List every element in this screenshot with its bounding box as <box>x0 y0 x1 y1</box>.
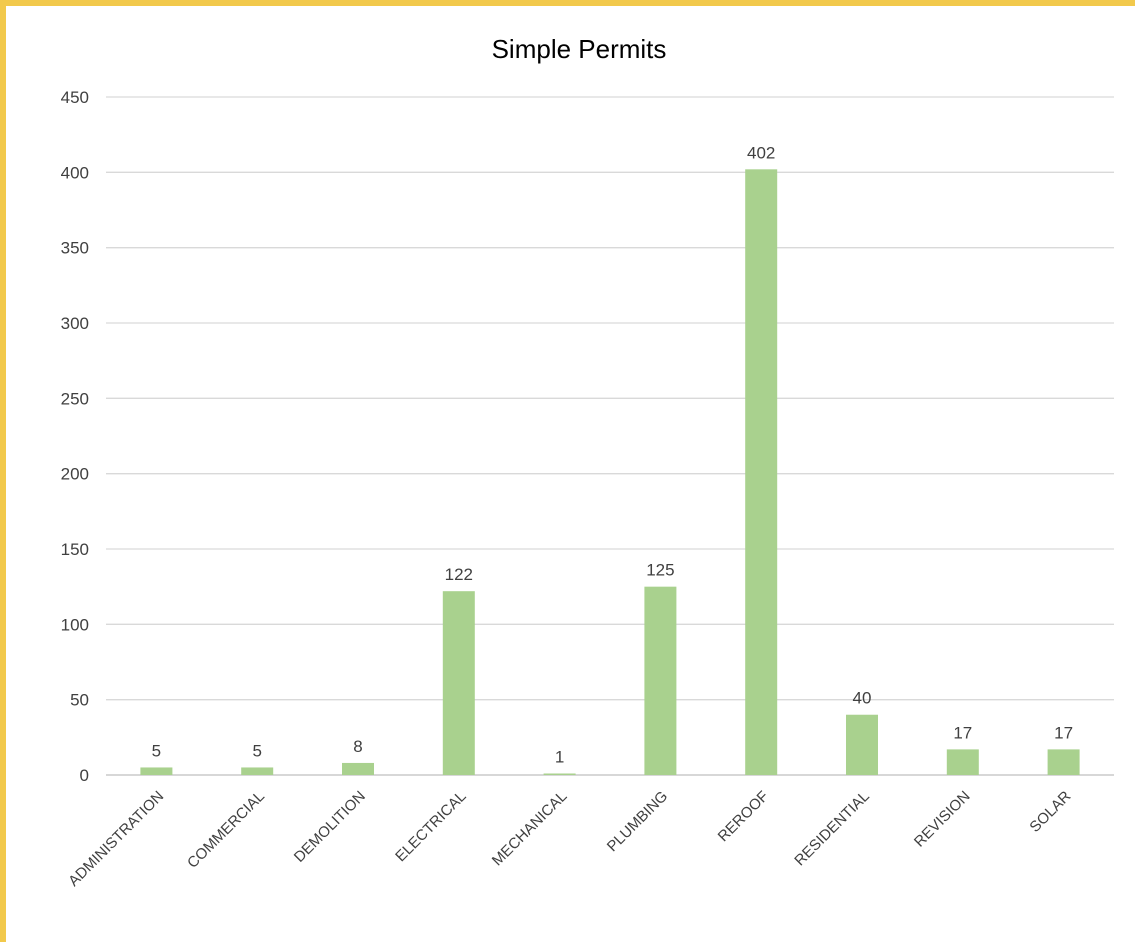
y-tick-label-350: 350 <box>61 239 89 258</box>
category-label-demolition: DEMOLITION <box>291 788 369 866</box>
y-tick-label-150: 150 <box>61 540 89 559</box>
category-label-revision: REVISION <box>911 788 974 851</box>
data-label-revision: 17 <box>953 723 972 742</box>
data-label-mechanical: 1 <box>555 747 564 766</box>
category-label-mechanical: MECHANICAL <box>489 788 571 870</box>
data-label-electrical: 122 <box>445 565 473 584</box>
x-axis-category-labels: ADMINISTRATION COMMERCIAL DEMOLITION ELECTR… <box>65 788 1074 890</box>
bar-demolition <box>342 762 374 775</box>
category-label-administration: ADMINISTRATION <box>65 788 167 890</box>
data-label-reroof: 402 <box>747 143 775 162</box>
bar-administration <box>140 767 173 775</box>
chart-title: Simple Permits <box>492 34 667 64</box>
bar-commercial <box>241 767 274 775</box>
data-label-administration: 5 <box>152 741 161 760</box>
bar-chart: Simple Permits 0 50 100 150 200 250 300 350 400 4… <box>61 34 1114 890</box>
category-label-plumbing: PLUMBING <box>604 788 671 855</box>
bars <box>140 169 1080 775</box>
data-label-solar: 17 <box>1054 723 1073 742</box>
y-tick-label-100: 100 <box>61 615 89 634</box>
bar-residential <box>846 714 878 775</box>
y-tick-label-450: 450 <box>61 88 89 107</box>
y-axis-tick-labels: 0 50 100 150 200 250 300 350 400 450 <box>61 88 89 785</box>
category-label-residential: RESIDENTIAL <box>791 788 873 870</box>
y-tick-label-400: 400 <box>61 163 89 182</box>
bar-mechanical <box>543 773 576 775</box>
category-label-electrical: ELECTRICAL <box>392 788 469 865</box>
data-label-demolition: 8 <box>353 737 362 756</box>
category-label-reroof: REROOF <box>715 788 772 845</box>
data-labels: 5 5 8 122 1 125 402 40 17 17 <box>152 143 1073 766</box>
gridlines <box>106 96 1114 776</box>
bar-electrical <box>442 591 475 775</box>
y-tick-label-250: 250 <box>61 389 89 408</box>
y-tick-label-0: 0 <box>80 766 89 785</box>
y-tick-label-200: 200 <box>61 465 89 484</box>
bar-plumbing <box>644 586 677 775</box>
data-label-commercial: 5 <box>252 741 261 760</box>
data-label-plumbing: 125 <box>646 561 674 580</box>
y-tick-label-50: 50 <box>70 691 89 710</box>
bar-revision <box>946 749 979 775</box>
bar-solar <box>1047 749 1080 775</box>
bar-reroof <box>745 169 778 775</box>
data-label-residential: 40 <box>853 689 872 708</box>
category-label-solar: SOLAR <box>1026 788 1074 836</box>
category-label-commercial: COMMERCIAL <box>184 788 268 872</box>
y-tick-label-300: 300 <box>61 314 89 333</box>
